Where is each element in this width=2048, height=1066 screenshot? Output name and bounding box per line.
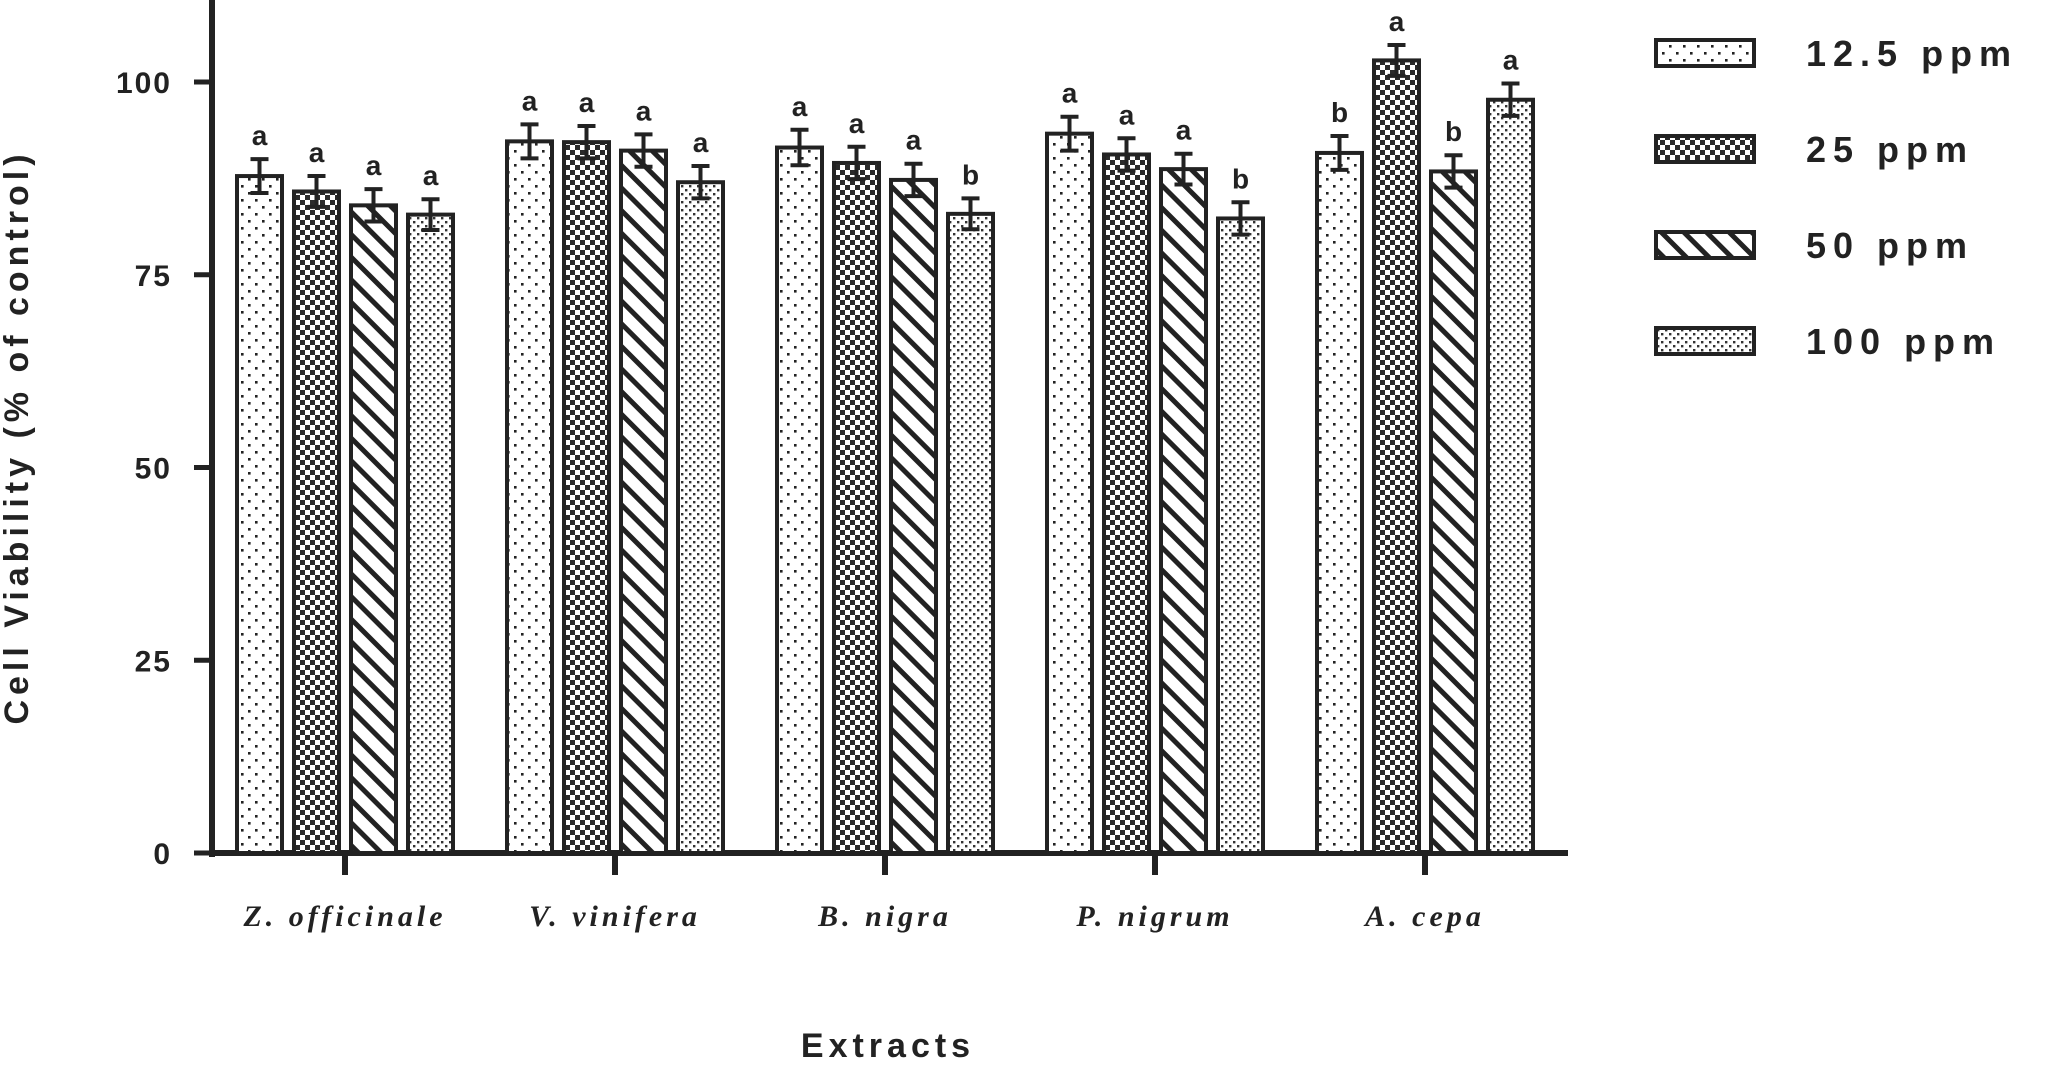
bar [1045,131,1094,856]
bar [505,139,554,855]
bar [292,189,341,855]
x-category-label: B. nigra [817,900,952,933]
bar [1315,150,1364,855]
significance-label: a [579,87,595,118]
significance-label: a [906,125,922,156]
significance-label: a [1176,115,1192,146]
x-category-label: A. cepa [1363,900,1485,933]
bar [1216,216,1265,856]
y-tick-label: 75 [135,260,172,293]
bar [832,160,881,855]
legend-label: 100 ppm [1806,321,2001,362]
legend: 12.5 ppm 25 ppm 50 ppm 100 ppm [1654,33,2018,362]
bar [1159,167,1208,856]
bar [619,148,668,855]
bar [676,180,725,856]
significance-label: a [636,95,652,126]
legend-swatch [1654,326,1756,356]
significance-label: a [1389,6,1405,37]
bar [349,203,398,856]
y-tick-label: 0 [153,838,172,871]
significance-label: b [1331,97,1348,128]
y-tick-label: 100 [116,67,172,100]
legend-label: 25 ppm [1806,129,1974,170]
significance-label: b [1445,116,1462,147]
y-axis-title: Cell Viability (% of control) [0,149,36,724]
significance-label: a [693,127,709,158]
significance-label: a [1062,78,1078,109]
significance-label: b [1232,163,1249,194]
significance-label: a [423,160,439,191]
legend-swatch [1654,38,1756,68]
significance-label: a [309,137,325,168]
bar [562,140,611,855]
bar [889,177,938,856]
significance-label: a [1503,45,1519,76]
y-axis: 0 25 50 75 100 [116,0,215,871]
bars: a a a a b a a a a a a a a a b a a b b a [235,6,1535,856]
significance-label: a [252,120,268,151]
significance-label: a [849,108,865,139]
bar [1102,152,1151,855]
y-tick-label: 50 [135,453,172,486]
legend-label: 50 ppm [1806,225,1974,266]
significance-label: a [792,91,808,122]
bar [235,174,284,855]
x-category-label: P. nigrum [1075,900,1233,933]
y-tick-label: 25 [135,645,172,678]
legend-swatch [1654,230,1756,260]
x-category-label: Z. officinale [242,900,446,933]
bar [406,212,455,855]
bar [1486,97,1535,856]
bar [775,145,824,856]
legend-swatch [1654,134,1756,164]
significance-label: a [1119,99,1135,130]
bar [1429,169,1478,856]
x-axis: Z. officinale V. vinifera B. nigra P. nigru… [209,850,1568,933]
significance-label: b [962,159,979,190]
x-axis-title: Extracts [801,1027,975,1061]
significance-label: a [522,85,538,116]
bar [1372,58,1421,856]
x-category-label: V. vinifera [529,900,701,933]
bar [946,211,995,855]
significance-label: a [366,150,382,181]
legend-label: 12.5 ppm [1806,33,2018,74]
